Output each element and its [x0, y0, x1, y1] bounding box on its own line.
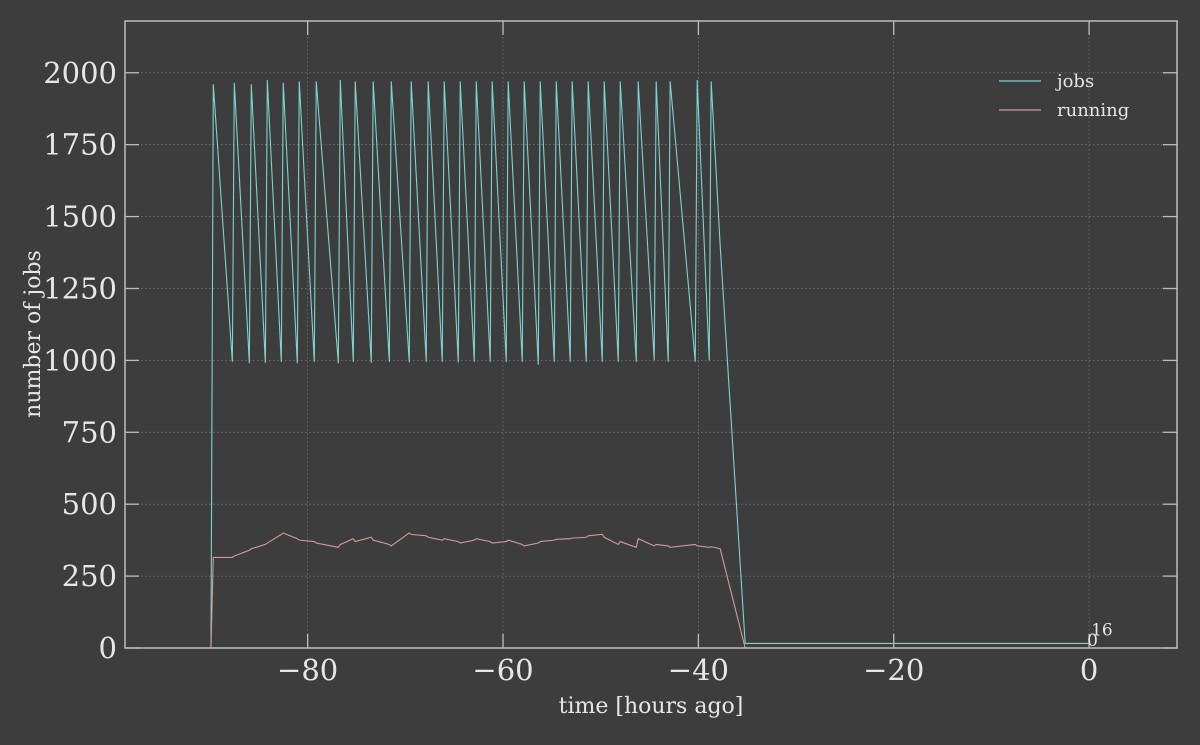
- y-tick-label: 0: [99, 631, 117, 665]
- x-tick-label: −80: [277, 653, 338, 687]
- end-label: 16: [1091, 620, 1113, 640]
- series-line: [210, 79, 1090, 649]
- series-line: [210, 532, 1090, 649]
- y-tick-label: 1000: [43, 343, 117, 377]
- x-tick-label: −20: [863, 653, 924, 687]
- y-tick-label: 1500: [43, 200, 117, 234]
- end-label: 0: [1087, 631, 1098, 651]
- plot-frame: [124, 20, 1178, 649]
- legend-label: running: [1057, 100, 1129, 121]
- y-tick-label: 1250: [43, 271, 117, 305]
- legend-label: jobs: [1055, 71, 1094, 92]
- x-tick-label: −60: [472, 653, 533, 687]
- legend: jobs running: [999, 71, 1129, 121]
- x-axis-label: time [hours ago]: [559, 694, 744, 719]
- x-tick-label: −40: [668, 653, 729, 687]
- y-tick-label: 2000: [43, 56, 117, 90]
- y-axis-label: number of jobs: [21, 250, 46, 418]
- y-tick-label: 500: [62, 487, 117, 521]
- y-tick-label: 1750: [43, 128, 117, 162]
- y-tick-label: 250: [62, 559, 117, 593]
- x-tick-label: 0: [1080, 653, 1098, 687]
- y-tick-label: 750: [62, 415, 117, 449]
